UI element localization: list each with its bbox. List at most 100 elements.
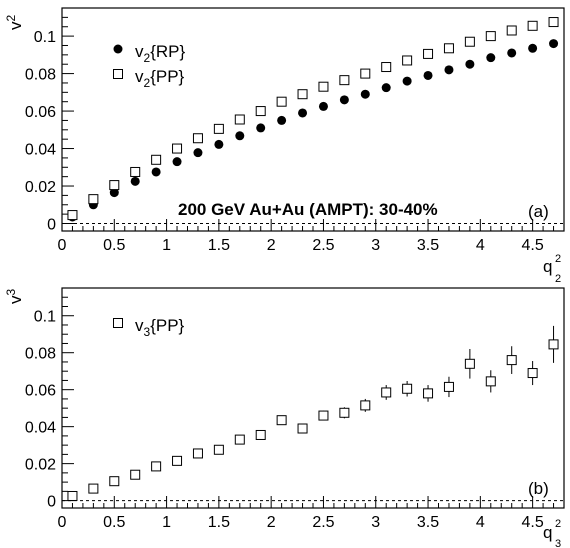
- data-point-open-square: [423, 388, 434, 399]
- data-point-filled-circle: [214, 139, 224, 149]
- legend-a: v2{RP} v2{PP}: [113, 42, 185, 90]
- x-tick-label: 2.5: [312, 514, 334, 531]
- data-point-open-square: [234, 114, 245, 125]
- x-tick-label: 2: [267, 237, 276, 254]
- data-point-filled-circle: [318, 101, 328, 111]
- y-tick-label: 0.04: [25, 142, 56, 159]
- data-point-open-square: [276, 96, 287, 107]
- data-point-open-square: [297, 89, 308, 100]
- data-point-open-square: [88, 194, 99, 205]
- data-point-open-square: [381, 62, 392, 73]
- data-point-open-square: [443, 381, 454, 392]
- x-tick-label: 0: [58, 514, 67, 531]
- panel-label-a: (a): [528, 202, 549, 221]
- data-point-open-square: [109, 180, 120, 191]
- data-point-open-square: [255, 429, 266, 440]
- y-tick-label: 0.08: [25, 67, 56, 84]
- data-point-filled-circle: [549, 39, 559, 49]
- y-axis-label-b: v3: [4, 289, 25, 305]
- data-point-open-square: [485, 376, 496, 387]
- data-point-open-square: [506, 25, 517, 36]
- data-point-filled-circle: [528, 43, 538, 53]
- data-point-filled-circle: [339, 95, 349, 105]
- data-point-open-square: [339, 75, 350, 86]
- x-tick-label: 0: [58, 237, 67, 254]
- data-point-open-square: [151, 461, 162, 472]
- data-point-open-square: [109, 476, 120, 487]
- data-point-filled-circle: [360, 89, 370, 99]
- data-point-open-square: [297, 423, 308, 434]
- legend-label-v3pp: v3{PP}: [135, 316, 185, 339]
- y-axis-a: 0 0.02 0.04 0.06 0.08 0.1: [25, 7, 74, 234]
- data-point-open-square: [318, 81, 329, 92]
- x-tick-label: 3.5: [417, 237, 439, 254]
- data-point-open-square: [464, 36, 475, 47]
- data-points-b: [67, 325, 559, 501]
- data-point-open-square: [548, 17, 559, 28]
- data-point-filled-circle: [130, 176, 140, 186]
- data-point-open-square: [67, 210, 78, 221]
- data-point-open-square: [192, 448, 203, 459]
- data-point-filled-circle: [151, 167, 161, 177]
- data-point-open-square: [88, 483, 99, 494]
- x-tick-label: 1.5: [208, 514, 230, 531]
- panel-label-b: (b): [528, 479, 549, 498]
- data-point-filled-circle: [235, 131, 245, 141]
- data-point-filled-circle: [444, 65, 454, 75]
- data-point-open-square: [318, 410, 329, 421]
- x-tick-label: 3: [371, 237, 380, 254]
- legend-label-pp: v2{PP}: [135, 67, 185, 90]
- x-axis-b: 0 0.5 1 1.5 2 2.5 3 3.5 4 4.5: [58, 496, 565, 531]
- legend-label-rp: v2{RP}: [135, 42, 185, 65]
- y-tick-label: 0.1: [34, 309, 56, 326]
- y-tick-label: 0: [47, 494, 56, 511]
- data-point-open-square: [192, 133, 203, 144]
- panel-a: 0 0.02 0.04 0.06 0.08 0.1 0 0.5 1 1.5 2 2.5 3 3.5 4 4.…: [4, 7, 565, 285]
- data-point-open-square: [402, 55, 413, 66]
- y-tick-label: 0: [47, 217, 56, 234]
- data-point-open-square: [67, 490, 78, 501]
- svg-text:q: q: [543, 523, 552, 542]
- data-point-open-square: [213, 123, 224, 134]
- data-point-open-square: [276, 415, 287, 426]
- x-tick-label: 0.5: [103, 237, 125, 254]
- x-tick-label: 3.5: [417, 514, 439, 531]
- data-point-open-square: [130, 166, 141, 177]
- x-axis-label-a: q 2 2: [543, 253, 561, 285]
- x-tick-label: 0.5: [103, 514, 125, 531]
- data-point-filled-circle: [256, 123, 266, 133]
- data-point-filled-circle: [277, 115, 287, 125]
- data-point-open-square: [360, 68, 371, 79]
- x-tick-label: 4.5: [522, 237, 544, 254]
- x-axis-label-b: q 2 3: [543, 518, 561, 548]
- data-point-open-square: [339, 407, 350, 418]
- x-tick-label: 3: [371, 514, 380, 531]
- data-point-open-square: [172, 143, 183, 154]
- y-tick-label: 0.1: [34, 29, 56, 46]
- data-point-filled-circle: [381, 83, 391, 93]
- svg-text:2: 2: [555, 518, 561, 530]
- x-tick-label: 2.5: [312, 237, 334, 254]
- data-point-open-square: [360, 400, 371, 411]
- data-point-filled-circle: [402, 76, 412, 86]
- legend-b: v3{PP}: [113, 316, 185, 339]
- data-point-open-square: [464, 358, 475, 369]
- data-point-open-square: [423, 48, 434, 59]
- data-point-open-square: [402, 383, 413, 394]
- y-axis-label-a: v2: [4, 15, 25, 31]
- data-point-open-square: [234, 434, 245, 445]
- data-point-open-square: [151, 154, 162, 165]
- data-point-filled-circle: [193, 148, 203, 158]
- data-point-open-square: [213, 444, 224, 455]
- panel-b: 0 0.02 0.04 0.06 0.08 0.1 0 0.5 1 1.5 2 2.5 3 3.5 4 4.…: [4, 287, 565, 548]
- y-tick-label: 0.04: [25, 420, 56, 437]
- data-point-filled-circle: [507, 48, 517, 58]
- y-tick-label: 0.06: [25, 383, 56, 400]
- y-tick-label: 0.02: [25, 179, 56, 196]
- y-axis-b: 0 0.02 0.04 0.06 0.08 0.1: [25, 287, 74, 511]
- data-point-open-square: [130, 469, 141, 480]
- y-tick-label: 0.02: [25, 457, 56, 474]
- data-point-open-square: [381, 387, 392, 398]
- x-tick-label: 1: [162, 514, 171, 531]
